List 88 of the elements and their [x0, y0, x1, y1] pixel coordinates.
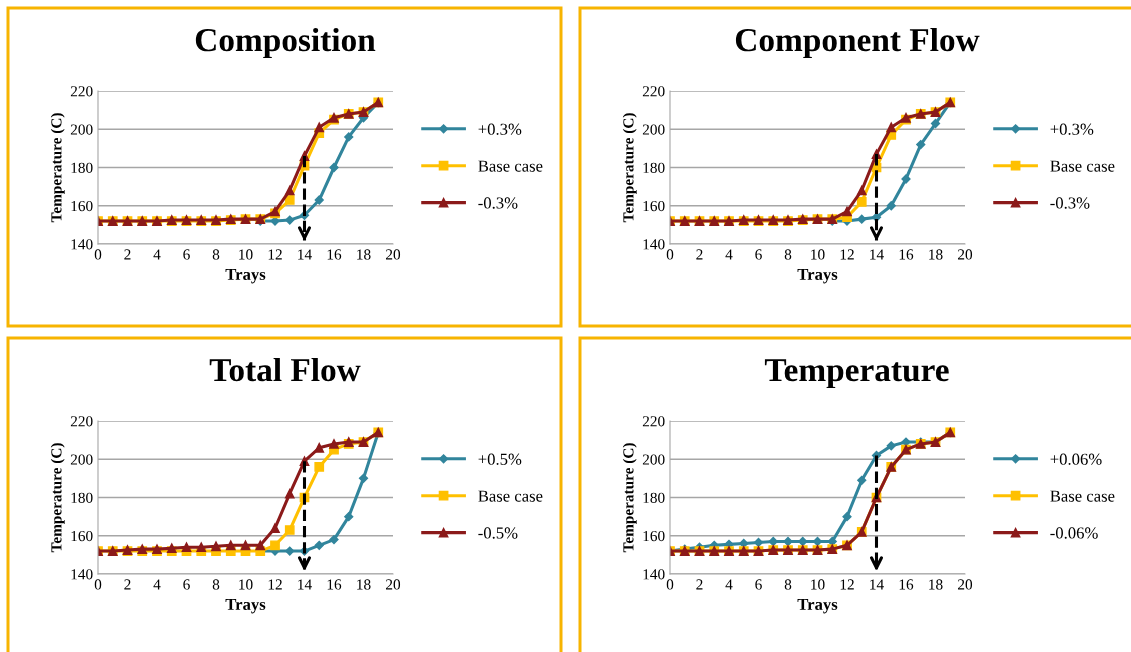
y-tick-label: 160 — [643, 200, 665, 212]
x-tick-label: 2 — [696, 249, 703, 260]
x-tick-label: 18 — [929, 579, 943, 590]
y-tick-label: 140 — [71, 239, 93, 250]
y-tick-label: 180 — [71, 162, 93, 173]
x-tick-label: 8 — [212, 579, 220, 590]
x-tick-label: 10 — [239, 579, 253, 590]
y-tick-label: 180 — [643, 162, 665, 173]
legend-label: Base case — [478, 160, 543, 172]
x-tick-label: 16 — [327, 249, 342, 260]
x-axis-title: Trays — [225, 598, 266, 614]
x-tick-label: 2 — [124, 249, 131, 260]
x-tick-label: 20 — [958, 579, 973, 590]
legend-label: +0.06% — [1050, 453, 1102, 465]
y-tick-label: 140 — [643, 239, 665, 250]
y-tick-label: 160 — [71, 530, 93, 542]
x-axis-title: Trays — [225, 268, 266, 284]
x-tick-label: 8 — [784, 579, 792, 590]
x-tick-label: 16 — [899, 579, 914, 590]
x-axis-title: Trays — [797, 268, 838, 284]
chart-title: Temperature — [764, 359, 949, 389]
y-tick-label: 200 — [70, 454, 93, 465]
x-tick-label: 16 — [899, 249, 914, 260]
legend-label: -0.3% — [1050, 197, 1090, 209]
x-tick-label: 10 — [239, 249, 253, 260]
x-tick-label: 16 — [327, 579, 342, 590]
x-tick-label: 20 — [958, 249, 973, 260]
legend-label: -0.3% — [478, 197, 518, 209]
x-tick-label: 0 — [94, 249, 102, 260]
x-tick-label: 8 — [212, 249, 220, 260]
x-tick-label: 14 — [870, 579, 884, 590]
y-tick-label: 220 — [642, 416, 665, 427]
x-tick-label: 14 — [298, 579, 312, 590]
x-tick-label: 18 — [357, 579, 371, 590]
y-tick-label: 140 — [643, 569, 665, 580]
legend-label: Base case — [1050, 490, 1115, 502]
y-tick-label: 180 — [643, 492, 665, 503]
x-tick-label: 12 — [268, 249, 282, 260]
chart-title: Total Flow — [209, 357, 361, 382]
legend-label: Base case — [1050, 160, 1115, 172]
y-tick-label: 220 — [70, 416, 93, 427]
chart-title: Composition — [195, 27, 376, 59]
legend-label: +0.3% — [1050, 123, 1094, 135]
legend-label: -0.5% — [478, 527, 518, 539]
legend-label: Base case — [478, 490, 543, 502]
y-tick-label: 160 — [71, 200, 93, 212]
x-tick-label: 12 — [840, 249, 854, 260]
x-tick-label: 2 — [124, 579, 131, 590]
y-tick-label: 200 — [642, 124, 665, 135]
x-tick-label: 14 — [870, 249, 884, 260]
legend-label: +0.3% — [478, 123, 522, 135]
x-tick-label: 8 — [784, 249, 792, 260]
y-tick-label: 220 — [70, 86, 93, 97]
x-tick-label: 2 — [696, 579, 703, 590]
y-axis-title: Temperature (C) — [622, 113, 637, 223]
x-tick-label: 18 — [929, 249, 943, 260]
x-tick-label: 20 — [386, 579, 401, 590]
x-tick-label: 14 — [298, 249, 312, 260]
x-tick-label: 0 — [94, 579, 102, 590]
x-tick-label: 4 — [725, 579, 733, 590]
y-tick-label: 180 — [71, 492, 93, 503]
x-tick-label: 6 — [755, 249, 762, 260]
y-axis-title: Temperature (C) — [50, 113, 65, 223]
x-tick-label: 4 — [153, 579, 161, 590]
x-tick-label: 10 — [811, 249, 825, 260]
y-axis-title: Temperature (C) — [50, 443, 65, 553]
x-tick-label: 12 — [840, 579, 854, 590]
x-tick-label: 4 — [725, 249, 733, 260]
legend-label: -0.06% — [1050, 527, 1098, 539]
x-tick-label: 6 — [183, 579, 190, 590]
y-tick-label: 200 — [70, 124, 93, 135]
legend-label: +0.5% — [478, 453, 522, 465]
x-tick-label: 18 — [357, 249, 371, 260]
y-tick-label: 220 — [642, 86, 665, 97]
x-axis-title: Trays — [797, 598, 838, 614]
y-axis-title: Temperature (C) — [622, 443, 637, 553]
x-tick-label: 12 — [268, 579, 282, 590]
y-tick-label: 160 — [643, 530, 665, 542]
x-tick-label: 6 — [755, 579, 762, 590]
y-tick-label: 140 — [71, 569, 93, 580]
x-tick-label: 20 — [386, 249, 401, 260]
x-tick-label: 4 — [153, 249, 161, 260]
chart-title: Component Flow — [735, 27, 980, 59]
x-tick-label: 0 — [666, 579, 674, 590]
x-tick-label: 6 — [183, 249, 190, 260]
x-tick-label: 10 — [811, 579, 825, 590]
y-tick-label: 200 — [642, 454, 665, 465]
x-tick-label: 0 — [666, 249, 674, 260]
